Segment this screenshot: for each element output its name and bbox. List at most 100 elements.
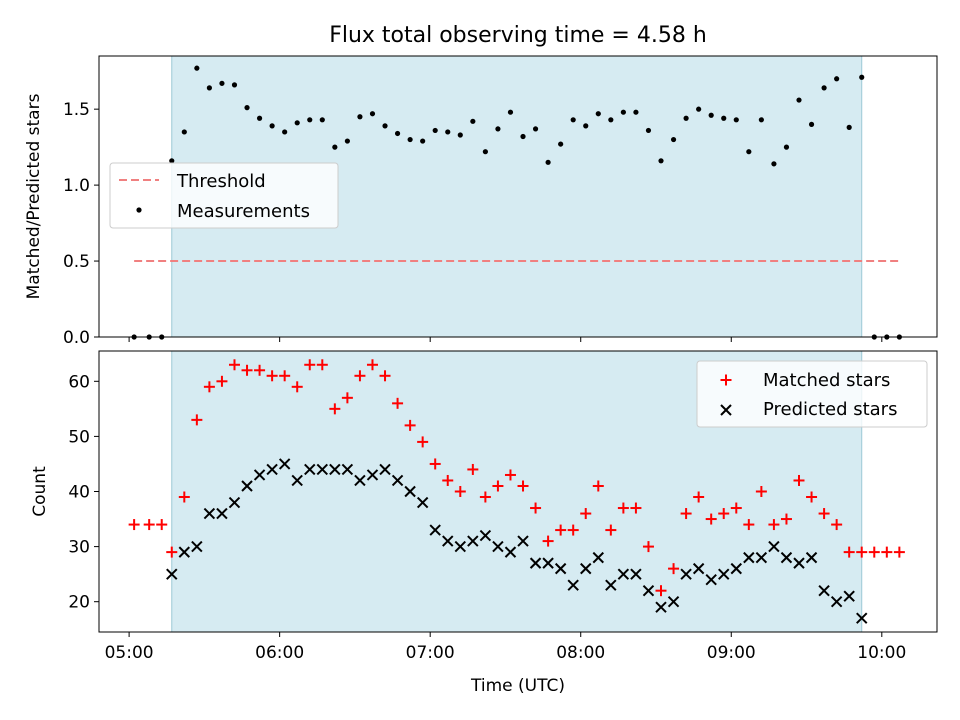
- matched-star-point: [454, 486, 466, 497]
- matched-star-point: [203, 381, 215, 393]
- y-tick: 1.0: [63, 176, 99, 196]
- matched-star-point: [668, 563, 680, 575]
- x-tick-label: 06:00: [255, 643, 304, 663]
- y-tick-label: 1.0: [63, 176, 90, 196]
- measurement-point: [645, 127, 652, 134]
- ratio-axes-frame: [98, 55, 938, 338]
- count-y-axis-label: Count: [30, 466, 50, 517]
- measurement-point: [520, 133, 526, 140]
- predicted-star-point: [504, 546, 517, 558]
- measurement-point: [683, 115, 689, 121]
- matched-star-point: [517, 480, 529, 492]
- count-axes-frame: [98, 350, 938, 633]
- measurement-point: [231, 82, 238, 88]
- predicted-star-point: [391, 474, 404, 487]
- matched-star-point: [492, 480, 504, 492]
- measurement-point: [244, 105, 250, 111]
- measurement-point: [821, 85, 827, 91]
- matched-star-point: [630, 502, 642, 514]
- ratio-y-ticks: 0.0 0.5 1.0 1.5: [63, 100, 99, 348]
- predicted-star-point: [467, 535, 479, 547]
- measurement-point: [708, 112, 714, 118]
- y-tick-label: 20: [68, 593, 90, 613]
- ratio-legend: Threshold Measurements: [109, 162, 339, 229]
- legend-threshold-label: Threshold: [176, 171, 266, 192]
- legend-plus-marker: [720, 374, 732, 386]
- predicted-star-point: [805, 551, 818, 564]
- y-tick-label: 40: [68, 483, 90, 503]
- measurement-point: [181, 129, 187, 135]
- chart-title: Flux total observing time = 4.58 h: [329, 23, 707, 48]
- predicted-star-point: [592, 551, 604, 564]
- predicted-star-point: [680, 568, 692, 580]
- predicted-star-point: [780, 551, 793, 564]
- measurement-point: [369, 111, 376, 117]
- measurement-point: [319, 117, 325, 123]
- measurement-point: [532, 126, 539, 132]
- measurement-point: [219, 80, 225, 86]
- predicted-star-point: [454, 540, 467, 553]
- measurement-point: [771, 161, 777, 167]
- predicted-star-point: [818, 584, 830, 597]
- measurement-point: [457, 132, 463, 138]
- matched-star-point: [341, 392, 353, 404]
- predicted-star-point: [617, 568, 630, 580]
- x-tick: 10:00: [857, 632, 906, 663]
- matched-star-point: [868, 546, 880, 558]
- matched-star-point: [793, 474, 805, 486]
- y-tick: 50: [68, 427, 99, 447]
- measurement-point: [846, 124, 852, 130]
- matched-star-point: [254, 364, 266, 376]
- matched-star-point: [617, 502, 629, 514]
- measurement-point: [595, 111, 601, 117]
- predicted-star-point: [492, 540, 504, 553]
- matched-star-point: [542, 535, 554, 547]
- measurement-point: [859, 74, 865, 80]
- predicted-star-point: [830, 595, 843, 608]
- measurement-point: [256, 115, 263, 121]
- measurement-point: [206, 85, 212, 91]
- predicted-star-point: [655, 601, 667, 613]
- x-tick-label: 05:00: [105, 643, 154, 663]
- y-tick: 0.0: [63, 328, 99, 348]
- matched-star-point: [316, 359, 328, 371]
- predicted-star-point: [667, 595, 680, 608]
- measurement-point: [658, 158, 664, 164]
- predicted-star-point: [203, 507, 216, 520]
- matched-star-point: [392, 397, 404, 409]
- count-x-ticks: 05:00 06:00 07:00 08:00 09:00 10:00: [105, 632, 906, 663]
- measurement-point: [758, 117, 764, 123]
- predicted-star-point: [278, 458, 291, 470]
- measurement-point: [696, 106, 702, 112]
- measurement-point: [558, 141, 564, 147]
- measurement-point: [420, 138, 426, 144]
- matched-star-point: [241, 364, 253, 376]
- x-tick: 07:00: [406, 632, 455, 663]
- matched-star-point: [178, 491, 190, 503]
- matched-star-point: [429, 458, 441, 470]
- measurement-point: [620, 109, 626, 115]
- measurement-point: [507, 109, 514, 115]
- predicted-star-point: [793, 557, 805, 569]
- measurement-point: [357, 114, 363, 120]
- y-tick: 60: [68, 372, 99, 392]
- matched-star-point: [354, 370, 366, 382]
- legend-x-marker: [720, 404, 732, 416]
- matched-star-point: [366, 359, 378, 371]
- matched-star-point: [768, 519, 780, 531]
- x-tick-label: 08:00: [556, 643, 605, 663]
- measurement-point: [482, 149, 488, 155]
- matched-star-point: [743, 519, 755, 531]
- matched-star-point: [555, 524, 567, 536]
- matched-star-point: [843, 546, 855, 558]
- matched-star-point: [329, 403, 341, 415]
- matched-star-point: [379, 370, 391, 382]
- predicted-star-point: [404, 485, 416, 498]
- measurement-point: [445, 129, 451, 135]
- predicted-star-point: [304, 463, 316, 476]
- predicted-star-point: [241, 480, 253, 492]
- ratio-marks: [131, 65, 902, 340]
- predicted-star-point: [166, 568, 178, 580]
- legend-predicted-swatch: [720, 404, 732, 416]
